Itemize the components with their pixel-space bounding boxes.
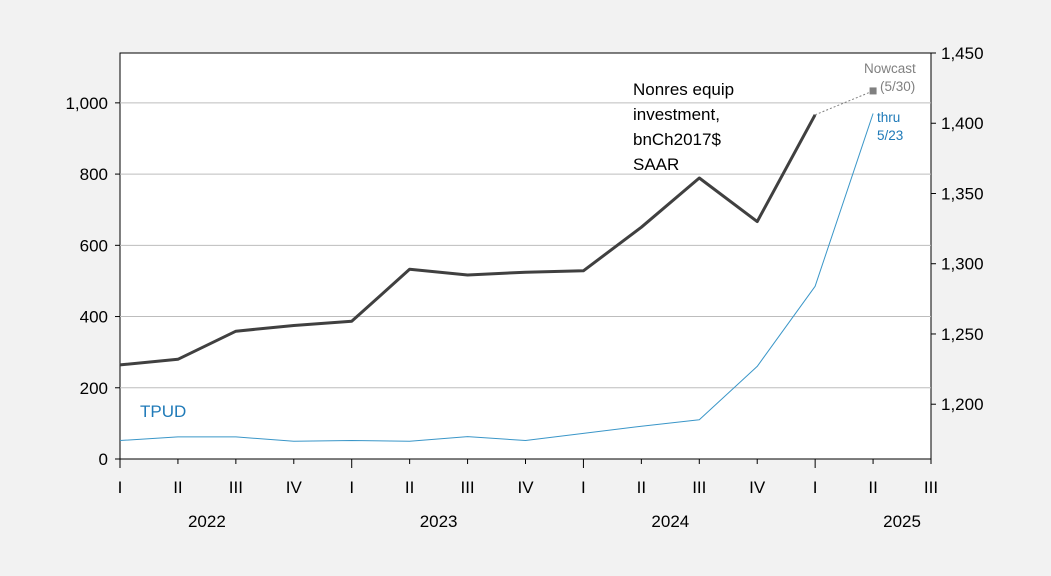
annotation-nonres-line-2: investment, [633, 105, 720, 124]
annotation-nonres-line-3: bnCh2017$ [633, 130, 721, 149]
right-tick-label: 1,350 [941, 184, 984, 203]
series-line-nonres-equip [119, 114, 817, 367]
nowcast-marker [869, 87, 877, 95]
series-group [119, 87, 877, 442]
annotation-nowcast-date: (5/30) [880, 79, 915, 94]
right-tick-label: 1,450 [941, 44, 984, 63]
x-tick-label: IV [749, 478, 766, 497]
year-label: 2025 [883, 512, 921, 531]
annotation-tpud: TPUD [140, 402, 186, 421]
left-axis: 0 200 400 600 800 1,000 [65, 94, 120, 469]
series-line-tpud [119, 113, 874, 442]
x-tick-label: III [460, 478, 474, 497]
year-label: 2024 [651, 512, 689, 531]
gridlines [120, 102, 931, 389]
x-tick-label: III [692, 478, 706, 497]
x-tick-label: IV [286, 478, 303, 497]
x-tick-label: I [581, 478, 586, 497]
x-tick-label: I [349, 478, 354, 497]
x-tick-label: II [173, 478, 182, 497]
plot-area [119, 52, 932, 460]
x-tick-label: III [229, 478, 243, 497]
annotation-nonres-line-4: SAAR [633, 155, 679, 174]
x-tick-label: II [405, 478, 414, 497]
annotation-nonres-line-1: Nonres equip [633, 80, 734, 99]
left-tick-label: 200 [80, 379, 108, 398]
left-tick-label: 400 [80, 308, 108, 327]
left-tick-label: 0 [99, 450, 108, 469]
right-tick-label: 1,250 [941, 325, 984, 344]
x-tick-label: II [868, 478, 877, 497]
year-label: 2023 [420, 512, 458, 531]
year-label: 2022 [188, 512, 226, 531]
x-tick-label: I [813, 478, 818, 497]
nowcast-connector [814, 90, 874, 116]
left-tick-label: 800 [80, 165, 108, 184]
annotation-thru-line-1: thru [877, 110, 900, 125]
right-axis: 1,200 1,250 1,300 1,350 1,400 1,450 [931, 44, 984, 414]
right-tick-label: 1,400 [941, 114, 984, 133]
annotation-nowcast: Nowcast [864, 61, 916, 76]
right-tick-label: 1,300 [941, 255, 984, 274]
left-tick-label: 600 [80, 236, 108, 255]
right-tick-label: 1,200 [941, 395, 984, 414]
x-tick-label: IV [517, 478, 534, 497]
x-tick-label: III [924, 478, 938, 497]
x-tick-label: I [118, 478, 123, 497]
annotation-thru-line-2: 5/23 [877, 128, 903, 143]
left-tick-label: 1,000 [65, 94, 108, 113]
x-tick-label: II [637, 478, 646, 497]
